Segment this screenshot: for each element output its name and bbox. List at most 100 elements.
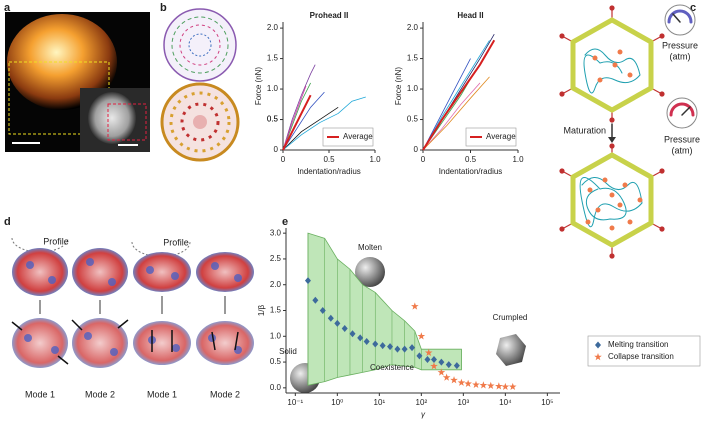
data-line <box>282 82 311 151</box>
gauge-unit: (atm) <box>670 51 691 61</box>
data-line <box>422 40 490 151</box>
diamond-marker <box>409 344 416 352</box>
diamond-marker <box>424 355 431 363</box>
x-tick-label: 10¹ <box>374 398 386 407</box>
y-tick-label: 0.5 <box>270 357 282 366</box>
legend-box <box>587 335 701 367</box>
diamond-marker <box>379 342 386 350</box>
legend-label: Average <box>343 132 373 141</box>
diamond-marker <box>453 362 460 370</box>
data-line <box>282 96 366 151</box>
diamond-marker <box>387 343 394 351</box>
star-marker <box>437 368 446 376</box>
y-tick-label: 1.5 <box>270 306 282 315</box>
diamond-marker <box>363 337 370 345</box>
diamond-marker <box>312 296 319 304</box>
y-tick-label: 2.0 <box>267 23 279 32</box>
x-tick-label: 10³ <box>458 398 470 407</box>
star-marker <box>424 348 433 357</box>
legend-swatch <box>595 341 601 349</box>
afm-image <box>5 12 150 152</box>
gauge-unit: (atm) <box>672 145 693 155</box>
y-tick-label: 2.0 <box>407 23 419 32</box>
y-tick-label: 1.0 <box>407 84 419 93</box>
y-tick-label: 1.5 <box>407 54 419 63</box>
diamond-marker <box>394 345 401 353</box>
star-marker <box>450 376 458 384</box>
annotation: Solid <box>279 347 297 356</box>
x-tick-label: 10⁵ <box>541 398 553 407</box>
legend-label: Average <box>486 132 516 141</box>
diamond-marker <box>341 325 348 333</box>
star-marker <box>417 332 426 340</box>
y-tick-label: 2.5 <box>270 254 282 263</box>
y-tick-label: 0.0 <box>270 383 282 392</box>
diamond-marker <box>334 319 341 327</box>
star-marker <box>442 373 451 381</box>
y-tick-label: 3.0 <box>270 228 282 237</box>
diamond-marker <box>416 352 423 360</box>
profile-label: Profile <box>43 236 69 246</box>
x-tick-label: 1.0 <box>369 155 381 164</box>
star-marker <box>464 379 472 387</box>
y-tick-label: 0 <box>274 145 279 154</box>
chart-title: Head II <box>457 11 483 20</box>
star-marker <box>479 381 488 389</box>
legend-box <box>322 127 374 147</box>
data-line <box>282 106 339 151</box>
average-line <box>422 39 496 151</box>
head-structure <box>160 82 240 162</box>
mode-label: Mode 1 <box>25 389 55 399</box>
y-tick-label: 0 <box>414 145 419 154</box>
arrow-label: Maturation <box>563 125 606 135</box>
star-marker <box>486 381 495 390</box>
legend-label: Collapse transition <box>608 352 674 361</box>
x-tick-label: 1.0 <box>512 155 524 164</box>
y-axis-label: Force (nN) <box>254 67 263 106</box>
star-marker <box>411 302 419 310</box>
y-tick-label: 1.0 <box>267 84 279 93</box>
y-tick-label: 1.0 <box>270 331 282 340</box>
y-tick-label: 0.5 <box>267 115 279 124</box>
x-tick-label: 0 <box>421 155 426 164</box>
capsid-diagram <box>559 4 698 259</box>
diamond-marker <box>401 345 408 353</box>
y-tick-label: 2.0 <box>270 280 282 289</box>
y-axis-label: 1/β <box>257 304 266 316</box>
x-tick-label: 0 <box>281 155 286 164</box>
chart-title: Prohead II <box>310 11 349 20</box>
x-tick-label: 0.5 <box>465 155 477 164</box>
legend-box <box>465 127 517 147</box>
x-axis-label: Indentation/radius <box>439 167 503 176</box>
mode-label: Mode 1 <box>147 389 177 399</box>
diamond-marker <box>430 355 437 363</box>
star-marker <box>495 382 503 390</box>
y-tick-label: 0.5 <box>267 115 279 124</box>
prohead-structure <box>163 8 237 82</box>
x-axis-label: γ <box>421 410 426 419</box>
x-tick-label: 0.5 <box>323 155 335 164</box>
annotation: Molten <box>358 243 382 252</box>
data-line <box>282 91 325 151</box>
capsid-modes <box>11 237 254 368</box>
diamond-marker <box>438 358 445 366</box>
x-tick-label: 10⁰ <box>331 398 343 407</box>
data-line <box>282 85 307 151</box>
data-line <box>422 76 490 151</box>
panel-label: e <box>282 216 288 228</box>
x-tick-label: 10² <box>416 398 428 407</box>
legend-swatch <box>594 353 602 361</box>
star-marker <box>430 362 438 370</box>
mode-label: Mode 2 <box>85 389 115 399</box>
star-marker <box>472 380 480 388</box>
data-line <box>282 64 316 151</box>
star-marker <box>457 378 466 386</box>
data-line <box>422 82 481 151</box>
gauge-label: Pressure <box>662 40 698 50</box>
diamond-marker <box>445 361 452 369</box>
diamond-marker <box>304 277 311 285</box>
annotation: Coexistence <box>370 363 415 372</box>
panel-label: a <box>4 2 11 14</box>
y-axis-label: Force (nN) <box>394 67 403 106</box>
